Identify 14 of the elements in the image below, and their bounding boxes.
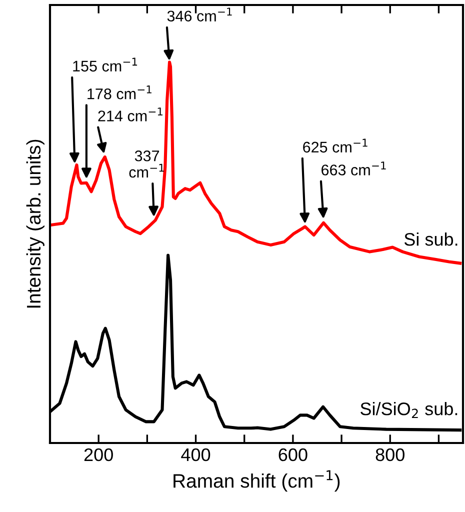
x-tick-label: 200 [84, 448, 113, 462]
annotation: 663 cm$^{−1}$ [322, 162, 386, 176]
x-tick-label: 600 [278, 448, 308, 462]
annotation: 214 cm$^{−1}$ [98, 108, 162, 122]
y-axis-title: Intensity (arb. units) [26, 140, 44, 308]
annotation: 155 cm$^{−1}$ [73, 58, 138, 72]
x-tick-label: 800 [376, 448, 404, 462]
annotation: 178 cm$^{−1}$ [88, 86, 152, 100]
annotation: 625 cm$^{−1}$ [303, 138, 368, 153]
series-label: Si/SiO$_{2}$ sub. [360, 402, 458, 418]
annotation: 346 cm$^{−1}$ [167, 8, 232, 22]
series-label: Si sub. [404, 232, 458, 246]
x-tick-label: 400 [181, 448, 210, 462]
x-axis-title: Raman shift (cm$^{−1}$) [174, 470, 340, 492]
